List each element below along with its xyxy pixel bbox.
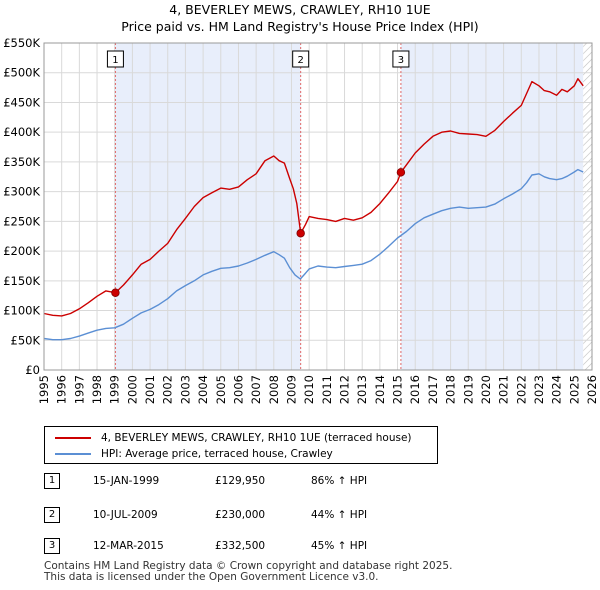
x-tick-label: 2002 <box>161 375 175 404</box>
x-tick-label: 2017 <box>426 375 440 404</box>
chart-title: 4, BEVERLEY MEWS, CRAWLEY, RH10 1UE Pric… <box>0 1 600 35</box>
sale-number-badge: 2 <box>44 507 60 523</box>
x-tick-label: 1999 <box>108 375 122 404</box>
title-line-2: Price paid vs. HM Land Registry's House … <box>121 19 479 34</box>
x-tick-label: 2024 <box>550 375 564 404</box>
x-tick-label: 2021 <box>497 375 511 404</box>
sale-marker-box <box>392 50 410 68</box>
sale-marker-label: 2 <box>297 55 303 66</box>
x-tick-label: 2005 <box>214 375 228 404</box>
x-tick-label: 2006 <box>231 375 245 404</box>
x-tick-label: 2023 <box>532 375 546 404</box>
y-tick-label: £450K <box>3 95 40 109</box>
x-tick-label: 1995 <box>37 375 51 404</box>
property-price-line <box>43 78 584 317</box>
y-tick-label: £200K <box>3 244 40 258</box>
footer-line-2: This data is licensed under the Open Gov… <box>44 571 379 583</box>
y-tick-label: £50K <box>11 333 41 347</box>
forecast-hatch <box>583 43 592 370</box>
plot-frame <box>43 42 593 371</box>
sale-point <box>111 288 120 297</box>
x-tick-label: 2010 <box>302 375 316 404</box>
y-tick-label: £0 <box>25 363 40 377</box>
sale-period-shading <box>400 43 584 370</box>
sale-hpi-change: 44% ↑ HPI <box>311 509 368 521</box>
x-tick-label: 2016 <box>408 375 422 404</box>
sale-number-badge: 1 <box>44 473 60 489</box>
footer-line-1: Contains HM Land Registry data © Crown c… <box>44 560 453 572</box>
sale-row: 1 15-JAN-1999 £129,950 86% ↑ HPI <box>0 470 600 490</box>
x-tick-label: 2001 <box>143 375 157 404</box>
legend-swatch-property <box>55 437 91 439</box>
y-tick-label: £250K <box>3 214 40 228</box>
x-tick-label: 2009 <box>284 375 298 404</box>
x-tick-label: 2019 <box>461 375 475 404</box>
footer-attribution: Contains HM Land Registry data © Crown c… <box>44 561 452 583</box>
sale-period-shading <box>115 43 301 370</box>
y-tick-label: £300K <box>3 185 40 199</box>
x-tick-label: 2007 <box>249 375 263 404</box>
sale-point <box>296 229 305 238</box>
sale-date: 10-JUL-2009 <box>93 509 158 521</box>
sale-number-badge: 3 <box>44 538 60 554</box>
x-tick-label: 2012 <box>338 375 352 404</box>
sale-marker-box <box>292 50 310 68</box>
sale-price: £332,500 <box>215 540 266 552</box>
x-tick-label: 2000 <box>125 375 139 404</box>
sale-marker-label: 3 <box>398 55 404 66</box>
x-tick-label: 2013 <box>355 375 369 404</box>
legend: 4, BEVERLEY MEWS, CRAWLEY, RH10 1UE (ter… <box>44 426 438 464</box>
y-tick-label: £150K <box>3 274 40 288</box>
x-tick-label: 2004 <box>196 375 210 404</box>
sale-marker-box <box>106 50 124 68</box>
legend-swatch-hpi <box>55 453 91 455</box>
sale-date: 12-MAR-2015 <box>93 540 164 552</box>
sale-row: 3 12-MAR-2015 £332,500 45% ↑ HPI <box>0 535 600 555</box>
x-tick-label: 2022 <box>514 375 528 404</box>
legend-label-property: 4, BEVERLEY MEWS, CRAWLEY, RH10 1UE (ter… <box>101 432 412 444</box>
x-tick-label: 2015 <box>391 375 405 404</box>
y-tick-label: £400K <box>3 125 40 139</box>
x-tick-label: 2003 <box>178 375 192 404</box>
sale-price: £129,950 <box>215 475 266 487</box>
x-tick-label: 2025 <box>567 375 581 404</box>
x-tick-label: 2018 <box>444 375 458 404</box>
x-tick-label: 2026 <box>585 375 599 404</box>
y-tick-label: £500K <box>3 66 40 80</box>
sale-price: £230,000 <box>215 509 266 521</box>
y-tick-label: £350K <box>3 155 40 169</box>
x-tick-label: 1998 <box>90 375 104 404</box>
legend-label-hpi: HPI: Average price, terraced house, Craw… <box>101 448 333 460</box>
y-tick-label: £100K <box>3 304 40 318</box>
x-tick-label: 2014 <box>373 375 387 404</box>
price-chart: 1 2 3 £0 £50K £100K £150K £200K £250K £300K £350K… <box>3 36 599 404</box>
sale-row: 2 10-JUL-2009 £230,000 44% ↑ HPI <box>0 504 600 524</box>
x-tick-label: 2011 <box>320 375 334 404</box>
sale-hpi-change: 86% ↑ HPI <box>311 475 368 487</box>
sale-hpi-change: 45% ↑ HPI <box>311 540 368 552</box>
x-tick-label: 1996 <box>55 375 69 404</box>
x-tick-label: 2020 <box>479 375 493 404</box>
sale-marker-label: 1 <box>112 55 118 66</box>
sale-point <box>396 168 406 177</box>
x-tick-label: 2008 <box>267 375 281 404</box>
y-tick-label: £550K <box>3 36 40 50</box>
title-line-1: 4, BEVERLEY MEWS, CRAWLEY, RH10 1UE <box>169 2 431 17</box>
sale-date: 15-JAN-1999 <box>93 475 160 487</box>
hpi-line <box>43 168 584 341</box>
x-tick-label: 1997 <box>72 375 86 404</box>
